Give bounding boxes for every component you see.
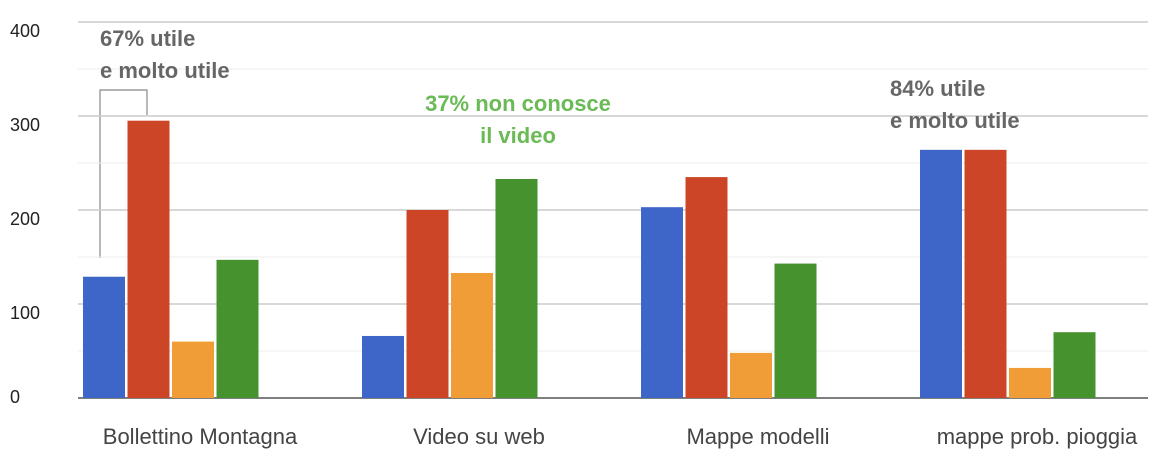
y-tick-label: 300: [10, 115, 40, 135]
annotation: 37% non conosce: [425, 91, 611, 116]
bar: [964, 149, 1007, 398]
annotation: e molto utile: [100, 58, 230, 83]
bar: [685, 177, 728, 398]
bar: [920, 149, 962, 398]
annotation: 67% utile: [100, 26, 195, 51]
x-tick-label: Video su web: [413, 424, 545, 449]
x-tick-label: Bollettino Montagna: [103, 424, 298, 449]
bar: [495, 178, 538, 398]
bar: [730, 352, 772, 398]
bar: [1009, 367, 1051, 398]
annotation: e molto utile: [890, 108, 1020, 133]
bar: [127, 120, 170, 398]
x-tick-label: mappe prob. pioggia: [937, 424, 1138, 449]
y-tick-label: 400: [10, 21, 40, 41]
bar: [641, 207, 683, 398]
bar: [406, 210, 449, 398]
bar: [216, 259, 259, 398]
bar: [774, 263, 817, 398]
bar: [83, 276, 125, 398]
y-tick-label: 0: [10, 387, 20, 407]
bar: [1053, 332, 1096, 398]
bar: [172, 341, 214, 398]
x-tick-label: Mappe modelli: [686, 424, 829, 449]
annotation: 84% utile: [890, 76, 985, 101]
y-tick-label: 200: [10, 209, 40, 229]
y-tick-label: 100: [10, 303, 40, 323]
annotation-bracket: [99, 89, 148, 258]
bar: [362, 335, 404, 398]
annotation: il video: [480, 123, 556, 148]
bar: [451, 272, 493, 398]
